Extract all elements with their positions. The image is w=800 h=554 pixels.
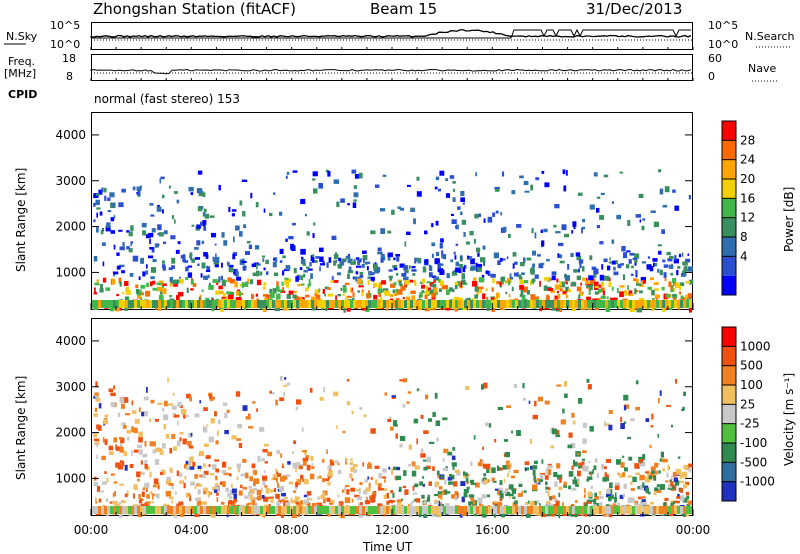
nsky-tick-bottom: 10^0 bbox=[50, 38, 81, 51]
freq-label-1: Freq. bbox=[8, 55, 36, 68]
power-colorbar-frame bbox=[721, 120, 737, 296]
vel-data-cells bbox=[92, 375, 693, 519]
freq-tick-top: 18 bbox=[62, 52, 76, 65]
vel-colorbar-segment bbox=[722, 462, 736, 482]
x-tick-label: 00:00 bbox=[676, 523, 711, 537]
vel-ytick-label: 1000 bbox=[55, 471, 86, 485]
power-colorbar-tick-label: 4 bbox=[740, 249, 748, 263]
power-colorbar-tick-label: 12 bbox=[740, 211, 755, 225]
power-colorbar-segment bbox=[722, 179, 736, 199]
x-tick-label: 08:00 bbox=[274, 523, 309, 537]
vel-colorbar-segment bbox=[722, 365, 736, 385]
cpid-label: CPID bbox=[8, 88, 38, 101]
vel-ytick-label: 4000 bbox=[55, 334, 86, 348]
power-colorbar-tick-label: 8 bbox=[740, 230, 748, 244]
power-colorbar-tick-label: 28 bbox=[740, 133, 755, 147]
power-colorbar-segment bbox=[722, 217, 736, 237]
power-colorbar-segment bbox=[722, 140, 736, 160]
vel-ytick-label: 2000 bbox=[55, 426, 86, 440]
vel-colorbar-segment bbox=[722, 423, 736, 443]
vel-colorbar-tick-label: -25 bbox=[740, 417, 760, 431]
date-label: 31/Dec/2013 bbox=[586, 0, 683, 18]
power-colorbar-segment bbox=[722, 159, 736, 179]
power-ytick-label: 4000 bbox=[55, 128, 86, 142]
power-colorbar-segment bbox=[722, 121, 736, 141]
vel-colorbar-tick-label: -1000 bbox=[740, 475, 775, 489]
power-colorbar-segment bbox=[722, 198, 736, 218]
power-colorbar-segment bbox=[722, 275, 736, 295]
freq-tick-bottom: 8 bbox=[66, 70, 73, 83]
x-tick-label: 20:00 bbox=[575, 523, 610, 537]
vel-colorbar-tick-label: 100 bbox=[740, 378, 763, 392]
nave-tick-bottom: 0 bbox=[708, 70, 715, 83]
power-colorbar-segment bbox=[722, 256, 736, 276]
vel-colorbar-segment bbox=[722, 481, 736, 501]
nave-tick-top: 60 bbox=[708, 52, 722, 65]
power-colorbar-segment bbox=[722, 237, 736, 257]
nave-label: Nave bbox=[748, 62, 777, 75]
nsky-trace bbox=[90, 29, 692, 38]
beam-label: Beam 15 bbox=[370, 0, 438, 18]
power-ytick-label: 1000 bbox=[55, 265, 86, 279]
vel-colorbar-segment bbox=[722, 327, 736, 347]
vel-colorbar-segment bbox=[722, 385, 736, 405]
nsky-label: N.Sky bbox=[6, 30, 38, 43]
nsky-tick-top: 10^5 bbox=[50, 19, 81, 32]
station-title: Zhongshan Station (fitACF) bbox=[93, 0, 297, 18]
nsearch-label: N.Search bbox=[745, 30, 795, 43]
vel-colorbar-segment bbox=[722, 443, 736, 463]
power-data-cells bbox=[92, 169, 694, 313]
nsearch-tick-top: 10^5 bbox=[708, 19, 739, 32]
vel-colorbar-segment bbox=[722, 404, 736, 424]
vel-colorbar-tick-label: -100 bbox=[740, 436, 767, 450]
x-tick-label: 12:00 bbox=[375, 523, 410, 537]
vel-colorbar-tick-label: 500 bbox=[740, 359, 763, 373]
vel-colorbar-frame bbox=[721, 326, 737, 502]
power-ytick-label: 2000 bbox=[55, 220, 86, 234]
power-colorbar-tick-label: 16 bbox=[740, 191, 755, 205]
x-tick-label: 16:00 bbox=[475, 523, 510, 537]
cpid-text: normal (fast stereo) 153 bbox=[94, 92, 241, 106]
vel-colorbar-tick-label: 25 bbox=[740, 397, 755, 411]
vel-colorbar-tick-label: -500 bbox=[740, 455, 767, 469]
nsearch-tick-bottom: 10^0 bbox=[708, 38, 739, 51]
nsearch-trace bbox=[91, 28, 691, 39]
power-colorbar-tick-label: 24 bbox=[740, 153, 755, 167]
freq-label-2: [MHz] bbox=[4, 67, 37, 80]
x-tick-label: 04:00 bbox=[174, 523, 209, 537]
vel-colorbar-segment bbox=[722, 346, 736, 366]
freq-trace bbox=[90, 68, 692, 75]
x-tick-label: 00:00 bbox=[74, 523, 109, 537]
vel-colorbar-tick-label: 1000 bbox=[740, 339, 771, 353]
vel-ytick-label: 3000 bbox=[55, 380, 86, 394]
x-axis-label: Time UT bbox=[363, 540, 413, 554]
power-colorbar-tick-label: 20 bbox=[740, 172, 755, 186]
power-ytick-label: 3000 bbox=[55, 174, 86, 188]
